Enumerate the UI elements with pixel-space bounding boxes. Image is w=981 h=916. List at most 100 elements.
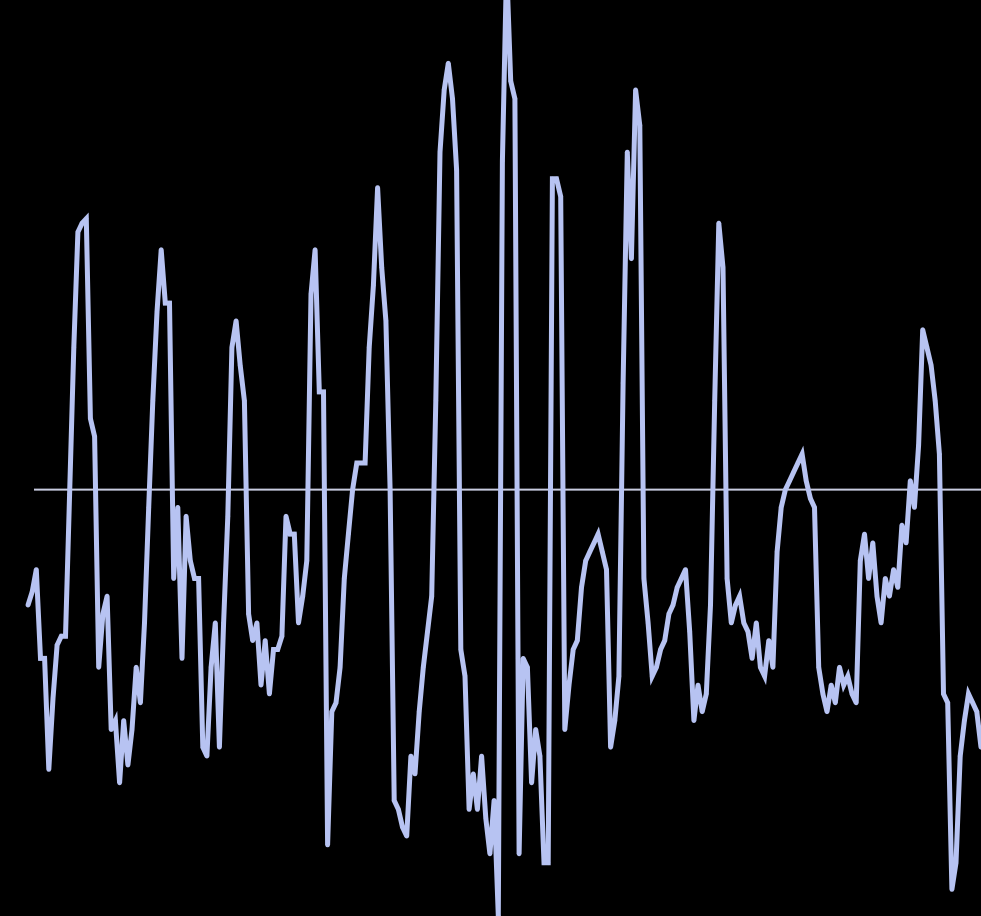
data-point-100 [441,87,447,93]
data-point-48 [225,513,231,519]
data-point-40 [192,576,197,581]
data-point-174 [749,656,755,661]
data-point-197 [845,673,851,679]
data-point-127 [554,176,559,182]
data-point-210 [899,522,905,528]
data-point-155 [670,602,676,608]
data-point-49 [229,345,235,350]
data-point-226 [966,691,971,697]
data-point-76 [341,576,347,581]
data-point-46 [217,744,222,750]
data-point-216 [924,345,930,350]
data-point-21 [113,718,118,723]
data-point-212 [907,478,913,484]
data-point-184 [791,469,797,475]
data-point-199 [853,700,859,706]
data-point-54 [250,638,256,643]
data-point-18 [100,611,106,617]
data-point-2 [33,567,39,572]
data-point-223 [953,860,959,866]
data-point-97 [429,593,435,599]
data-point-148 [641,576,647,581]
data-point-173 [745,629,751,635]
data-point-133 [579,585,584,590]
data-point-138 [599,549,605,555]
data-point-147 [637,123,643,128]
data-point-158 [683,567,688,572]
data-point-108 [475,807,480,812]
data-point-150 [649,673,655,679]
data-point-71 [321,389,326,395]
data-point-45 [212,620,218,626]
data-point-98 [433,398,439,404]
data-point-219 [937,451,942,457]
data-point-113 [495,913,501,916]
data-point-22 [117,780,122,786]
data-point-222 [949,887,955,892]
data-point-122 [533,727,539,732]
data-point-102 [450,96,455,102]
data-point-123 [537,753,543,759]
data-point-53 [246,611,252,617]
data-point-91 [404,833,410,839]
data-point-52 [242,398,247,404]
data-point-169 [728,620,734,626]
series-line [25,0,981,916]
data-point-112 [491,798,497,803]
data-point-19 [104,593,110,599]
data-point-156 [674,585,680,590]
data-point-190 [816,664,822,670]
data-point-164 [708,602,713,608]
data-point-0 [25,602,31,608]
data-point-196 [841,682,847,688]
data-point-106 [466,807,472,812]
data-point-204 [874,593,880,599]
data-point-159 [687,629,693,635]
data-point-110 [483,815,489,821]
data-point-134 [583,558,589,564]
data-point-33 [162,300,168,306]
data-point-121 [529,780,534,786]
data-point-151 [654,664,659,670]
data-point-221 [945,700,951,706]
data-point-126 [550,176,555,182]
data-points [25,60,981,916]
data-point-195 [837,664,842,670]
data-point-81 [362,460,368,466]
data-point-171 [737,593,742,599]
data-point-119 [520,656,526,661]
data-point-157 [679,576,684,581]
data-point-144 [624,149,630,155]
data-point-205 [878,620,884,626]
data-point-116 [508,78,514,84]
data-point-23 [121,718,127,723]
data-point-56 [258,682,264,688]
data-point-178 [766,638,772,643]
data-point-175 [753,620,759,626]
data-point-96 [425,629,430,635]
data-point-140 [608,744,613,750]
data-point-120 [525,664,530,670]
data-point-69 [312,247,318,253]
data-point-51 [237,362,243,368]
data-point-165 [712,398,718,404]
data-point-5 [46,767,52,772]
data-point-13 [79,220,85,226]
data-point-132 [574,638,580,643]
data-point-118 [516,851,522,857]
data-point-36 [175,505,181,510]
data-point-88 [391,798,397,803]
data-point-141 [612,718,618,723]
data-point-29 [146,505,152,510]
data-point-191 [820,691,826,697]
data-point-72 [325,842,330,848]
data-point-59 [271,647,276,652]
data-point-16 [92,434,97,439]
data-point-95 [420,664,426,670]
data-point-8 [58,633,64,639]
data-point-60 [275,647,281,652]
data-point-131 [570,647,576,652]
data-point-228 [974,709,980,715]
